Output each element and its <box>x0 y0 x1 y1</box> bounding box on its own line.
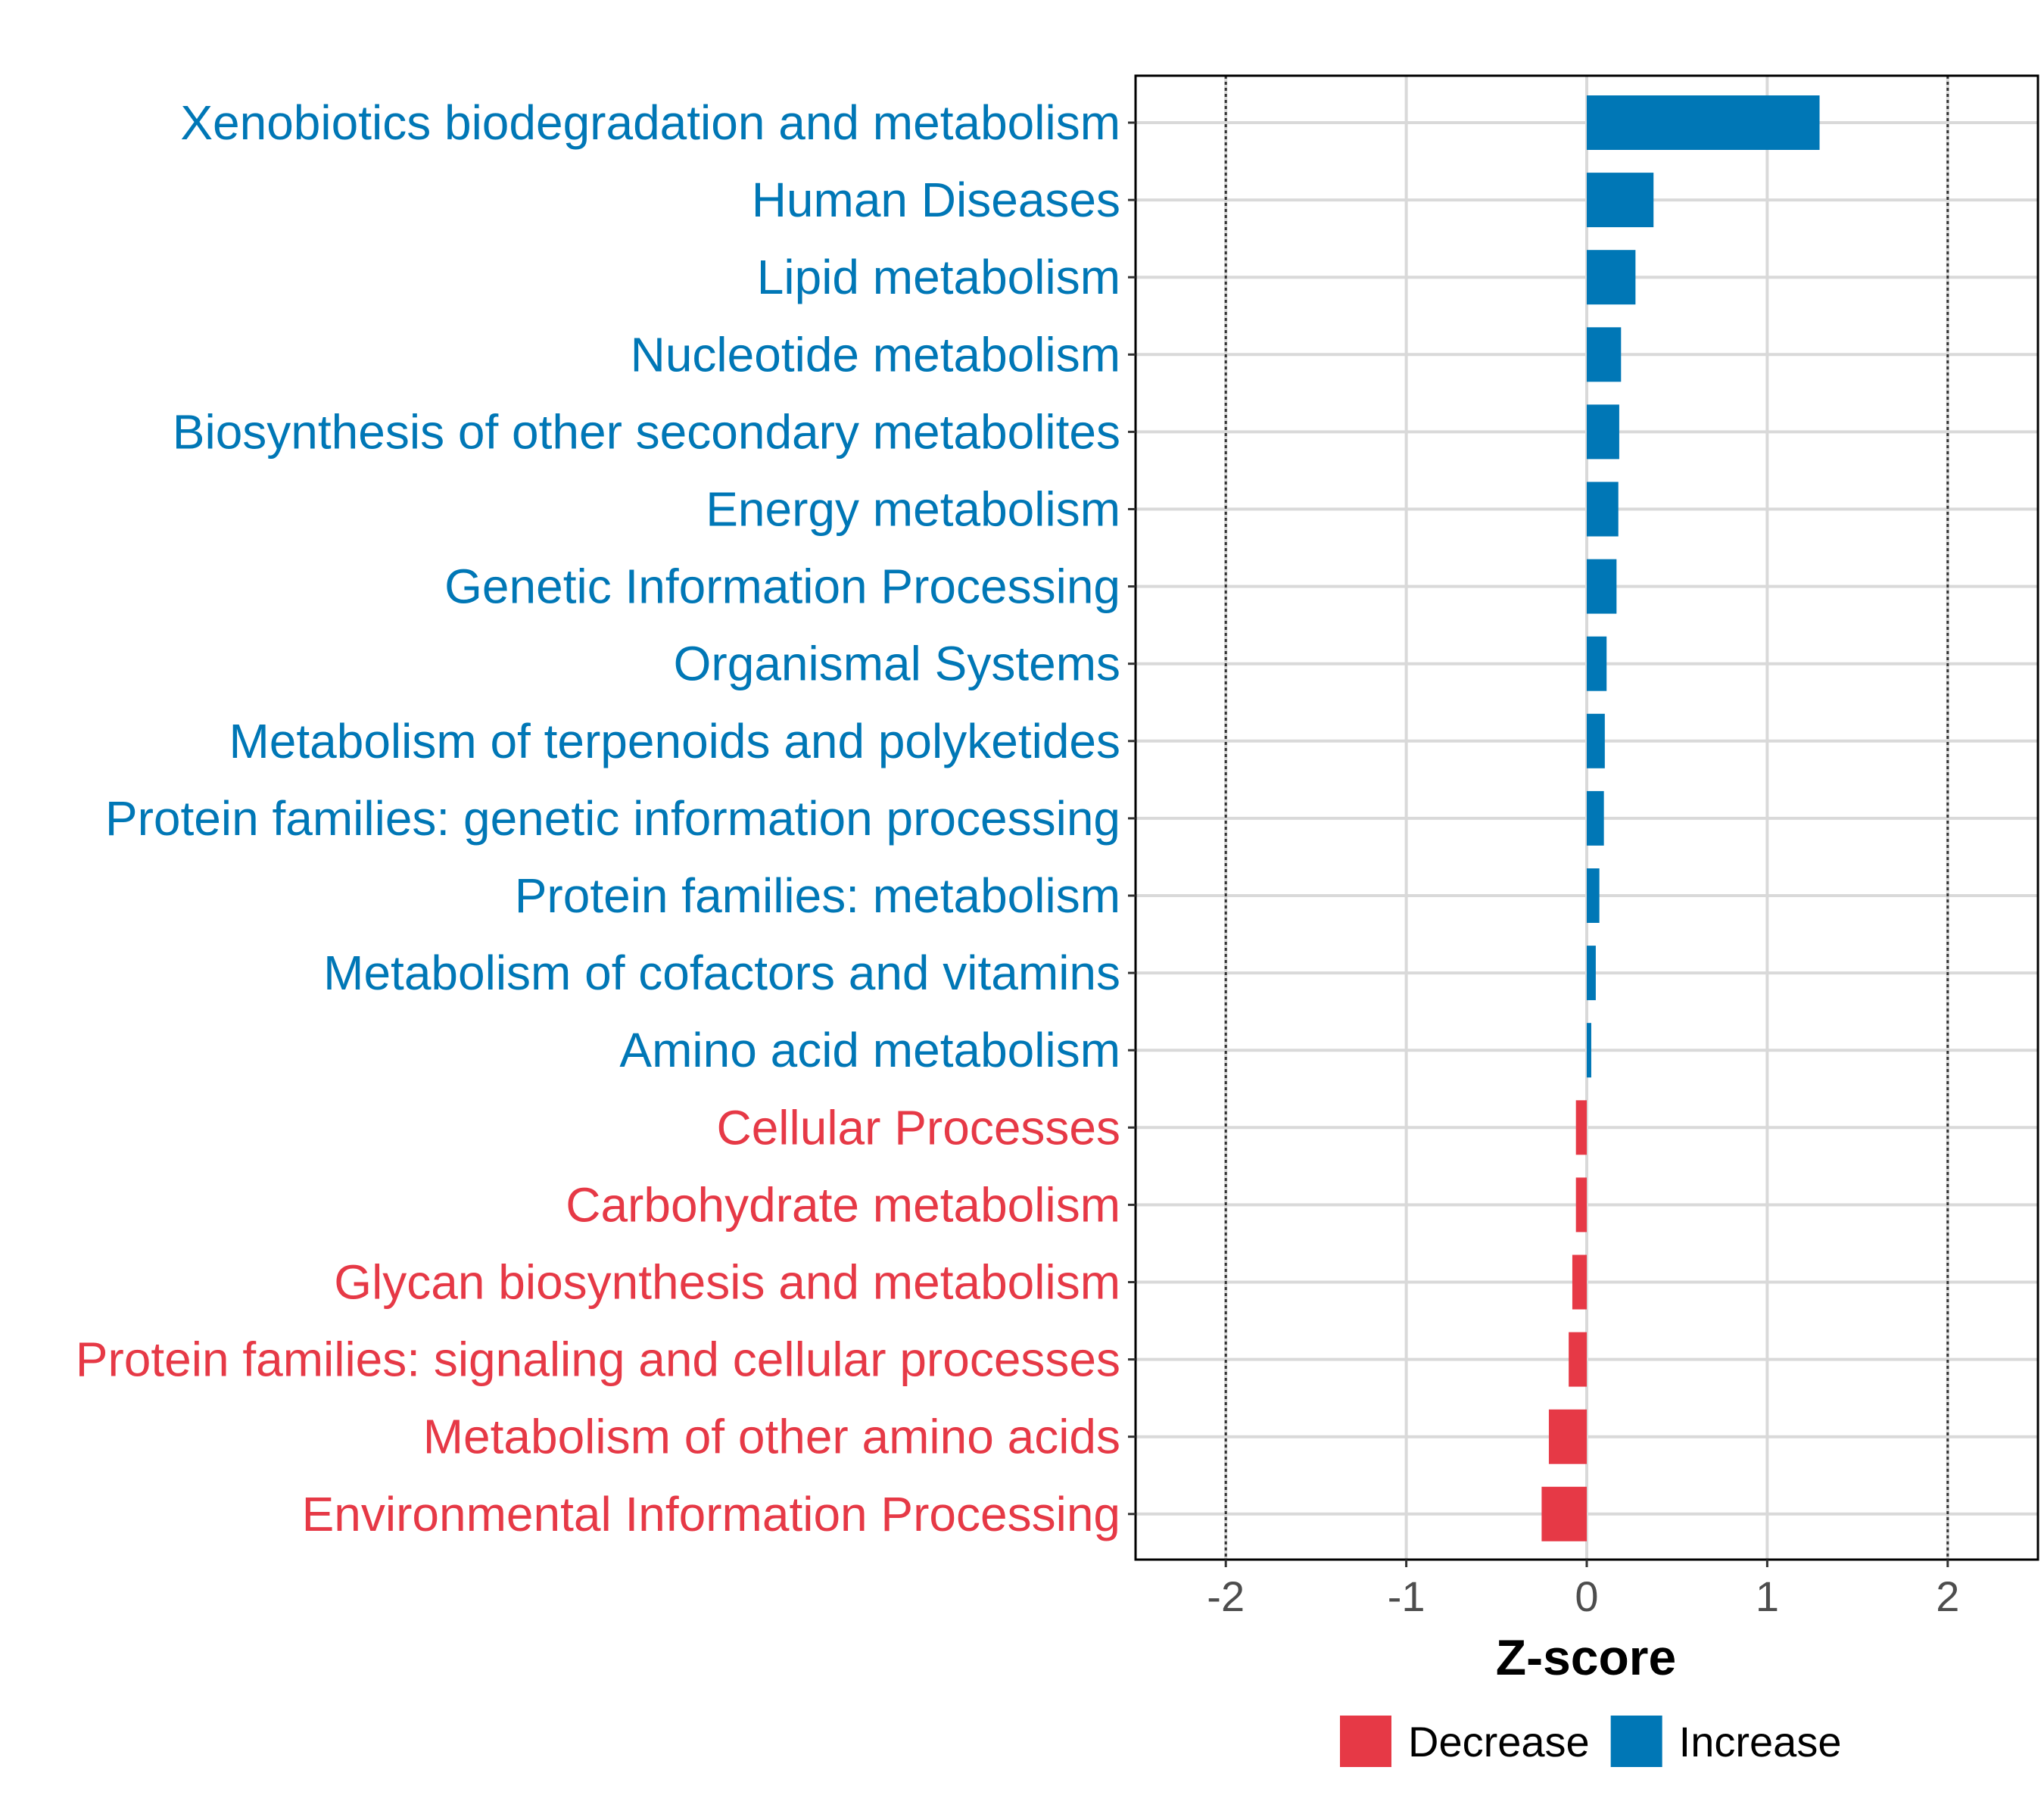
category-label: Biosynthesis of other secondary metaboli… <box>173 404 1120 459</box>
bar <box>1572 1254 1587 1310</box>
category-label: Glycan biosynthesis and metabolism <box>334 1255 1120 1310</box>
x-tick-label: 1 <box>1756 1572 1779 1620</box>
category-label: Metabolism of other amino acids <box>423 1410 1120 1464</box>
x-axis-title: Z-score <box>1496 1629 1676 1685</box>
category-label: Nucleotide metabolism <box>631 327 1120 382</box>
bar <box>1587 404 1619 460</box>
bar <box>1587 868 1600 923</box>
x-tick-label: -2 <box>1207 1572 1245 1620</box>
bar <box>1575 1100 1587 1155</box>
category-label: Cellular Processes <box>716 1100 1120 1155</box>
category-label: Metabolism of terpenoids and polyketides <box>229 714 1120 768</box>
category-label: Protein families: genetic information pr… <box>105 791 1120 846</box>
bar <box>1587 173 1654 228</box>
category-label: Human Diseases <box>752 173 1120 227</box>
bar <box>1587 559 1617 614</box>
plot-panel <box>1134 74 2039 1561</box>
bar <box>1575 1177 1587 1233</box>
legend-swatch <box>1340 1716 1391 1767</box>
bar <box>1587 250 1636 305</box>
category-label: Environmental Information Processing <box>302 1487 1120 1541</box>
bar <box>1541 1486 1587 1541</box>
bar <box>1587 946 1596 1001</box>
category-label: Amino acid metabolism <box>619 1023 1120 1077</box>
bar <box>1587 95 1820 150</box>
category-label: Organismal Systems <box>674 637 1120 691</box>
legend-swatch <box>1610 1716 1662 1767</box>
legend-label: Increase <box>1679 1718 1842 1766</box>
bar <box>1587 790 1604 846</box>
x-axis: -2 -1 0 1 2 <box>1207 1560 1959 1620</box>
bar <box>1548 1409 1587 1464</box>
y-axis: Xenobiotics biodegradation and metabolis… <box>76 95 1136 1541</box>
category-label: Lipid metabolism <box>757 250 1120 304</box>
bar <box>1569 1332 1587 1387</box>
x-tick-label: -1 <box>1388 1572 1426 1620</box>
x-tick-label: 0 <box>1575 1572 1598 1620</box>
category-label: Protein families: signaling and cellular… <box>76 1332 1120 1387</box>
category-label: Carbohydrate metabolism <box>566 1177 1120 1232</box>
bar <box>1587 713 1605 768</box>
category-label: Energy metabolism <box>706 482 1120 537</box>
bar <box>1587 1023 1591 1078</box>
legend-label: Decrease <box>1408 1718 1590 1766</box>
legend: Decrease Increase <box>1340 1716 1841 1767</box>
category-label: Metabolism of cofactors and vitamins <box>323 946 1120 1000</box>
category-label: Genetic Information Processing <box>444 559 1120 614</box>
category-label: Protein families: metabolism <box>515 868 1120 923</box>
bar <box>1587 327 1622 382</box>
category-label: Xenobiotics biodegradation and metabolis… <box>180 95 1120 150</box>
bar <box>1587 636 1607 691</box>
x-tick-label: 2 <box>1936 1572 1959 1620</box>
bar <box>1587 482 1619 537</box>
